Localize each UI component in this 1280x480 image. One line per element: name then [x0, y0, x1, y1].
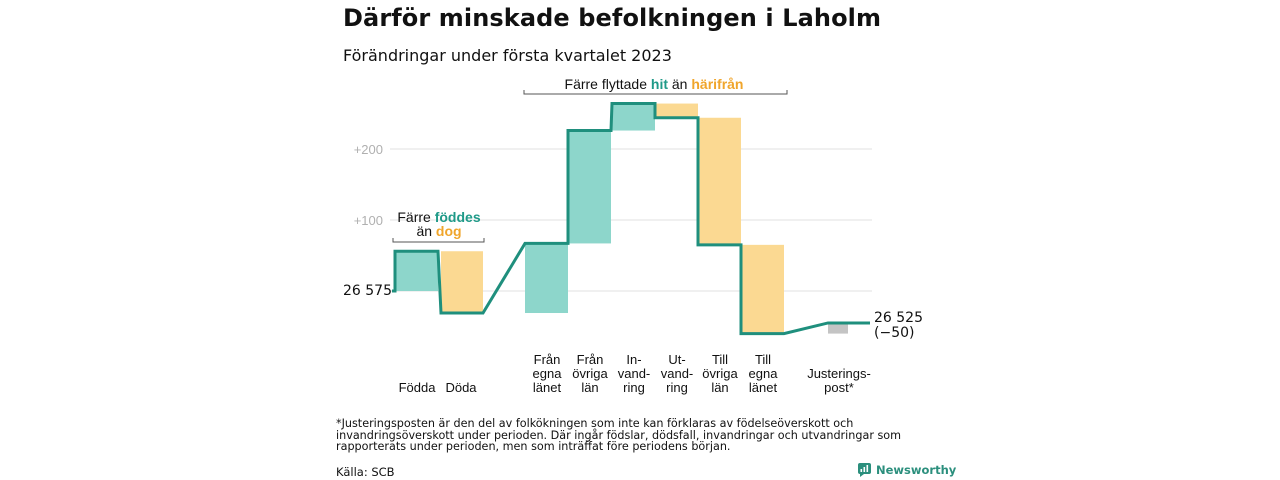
- annotation-migration: Färre flyttade hit än härifrån: [565, 76, 744, 92]
- source-label: Källa: SCB: [336, 465, 395, 479]
- bar-8: [741, 244, 784, 334]
- footnote: *Justeringsposten är den del av folkökni…: [336, 417, 902, 453]
- annotation-births-line2: än dog: [416, 223, 461, 239]
- start-value-label: 26 575: [343, 283, 392, 299]
- bar-3: [525, 243, 568, 314]
- category-label: Justerings-post*: [807, 366, 871, 395]
- y-tick-label: +200: [354, 142, 383, 157]
- brand-name: Newsworthy: [876, 463, 957, 477]
- category-label: Från egna länet: [533, 352, 563, 395]
- category-label: Födda: [399, 380, 437, 395]
- category-label: Till övriga län: [702, 352, 738, 395]
- cumulative-step-line: [392, 102, 870, 336]
- category-label: Till egna länet: [749, 352, 779, 395]
- bar-9: [828, 322, 848, 334]
- bar-2: [441, 251, 483, 314]
- newsworthy-logo-icon: [858, 463, 871, 477]
- category-label: Ut-vand-ring: [661, 352, 694, 395]
- bar-6: [655, 103, 698, 118]
- brand-logo: Newsworthy: [858, 463, 956, 477]
- category-label: In-vand-ring: [618, 352, 651, 395]
- annotation-births-bracket: [392, 238, 485, 243]
- chart-subtitle: Förändringar under första kvartalet 2023: [343, 46, 672, 65]
- annotation-migration-bracket: [523, 90, 788, 95]
- bar-1: [395, 251, 438, 291]
- annotation-births-line1: Färre föddes: [397, 209, 480, 225]
- chart-title: Därför minskade befolkningen i Laholm: [343, 4, 882, 32]
- bar-4: [568, 130, 611, 244]
- end-change-label: (−50): [874, 325, 914, 341]
- end-value-label: 26 525: [874, 310, 923, 326]
- bar-5: [612, 103, 655, 131]
- bar-7: [698, 117, 741, 245]
- category-label: Från övriga län: [572, 352, 608, 395]
- y-tick-label: +100: [354, 213, 383, 228]
- waterfall-chart: +100 +200 Födda Döda Från egna länet Från övriga…: [343, 76, 923, 395]
- category-label: Döda: [445, 380, 477, 395]
